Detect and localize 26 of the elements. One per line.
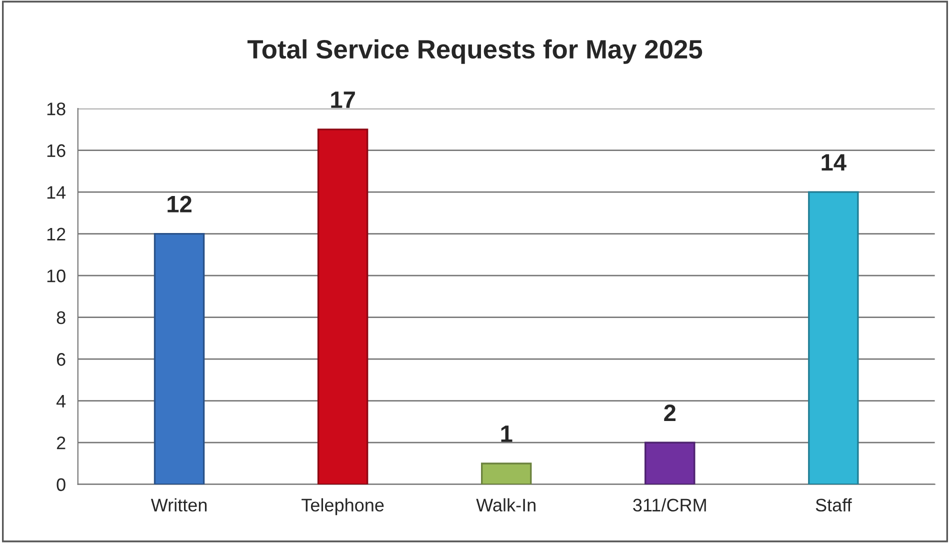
x-tick-label: Staff	[816, 498, 852, 512]
bar	[808, 191, 859, 484]
data-label: 14	[822, 154, 846, 171]
bar	[317, 128, 368, 484]
y-tick-label: 0	[56, 478, 66, 492]
y-tick-label: 12	[47, 228, 66, 240]
y-tick-label: 8	[56, 311, 66, 324]
data-label: 2	[664, 404, 676, 422]
y-tick-label: 14	[47, 186, 66, 199]
data-label: 1	[501, 426, 512, 442]
chart-title: Total Service Requests for May 2025	[247, 39, 702, 64]
y-tick-label: 4	[56, 394, 66, 408]
x-tick-label: Telephone	[302, 498, 384, 516]
data-label: 17	[331, 92, 355, 108]
y-tick-label: 6	[56, 353, 66, 366]
y-tick-label: 10	[47, 270, 66, 282]
bar	[644, 442, 696, 484]
bar	[154, 233, 205, 484]
x-tick-label: Written	[150, 498, 207, 512]
y-tick-label: 16	[47, 144, 66, 158]
y-tick-label: 18	[47, 102, 66, 116]
x-tick-label: 311/CRM	[633, 498, 706, 512]
y-tick-label: 2	[56, 436, 66, 450]
data-label: 12	[168, 196, 192, 212]
x-tick-label: Walk-In	[476, 498, 536, 512]
bar	[480, 462, 532, 484]
